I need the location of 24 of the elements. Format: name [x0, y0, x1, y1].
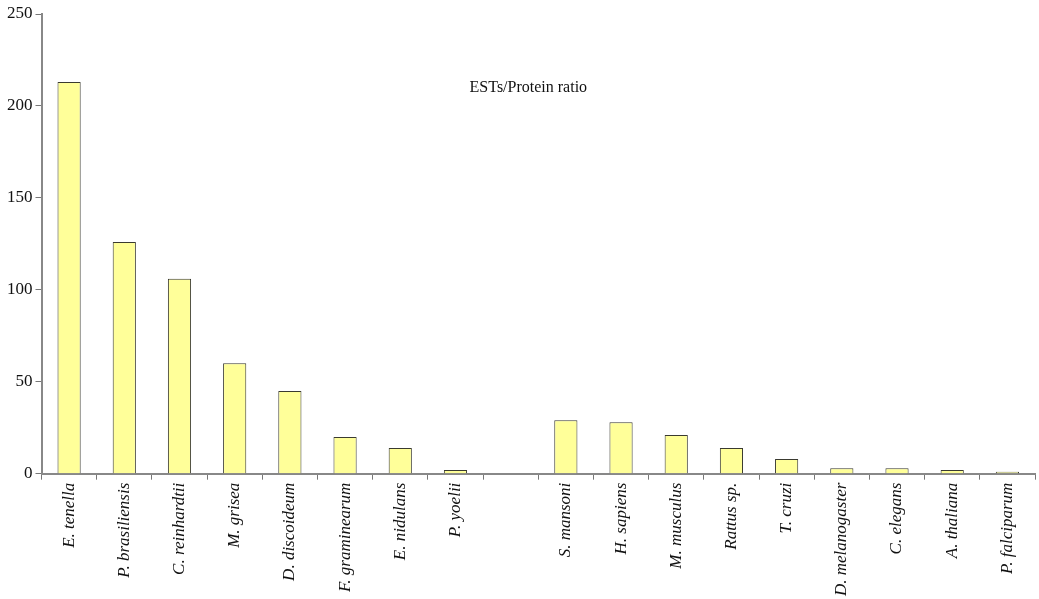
x-tick-label: S. mansoni [555, 482, 575, 558]
x-tick-label: F. graminearum [334, 482, 354, 593]
x-tick-label: C. elegans [886, 482, 906, 555]
x-tick-label: T. cruzi [776, 482, 796, 534]
y-tick-label: 50 [15, 371, 33, 391]
y-tick-label: 150 [7, 187, 33, 207]
annotation: ESTs/Protein ratio [469, 78, 588, 96]
y-tick-label: 100 [7, 279, 33, 299]
x-tick-label: A. thaliana [941, 482, 961, 560]
x-tick-label: M. musculus [665, 482, 685, 570]
x-tick-label: E. tenella [58, 482, 78, 549]
x-tick-label: M. grisea [224, 482, 244, 549]
x-tick-label: P. brasiliensis [113, 482, 133, 579]
y-tick-label: 200 [7, 95, 33, 115]
x-tick-label: Rattus sp. [720, 482, 740, 551]
x-tick-label: P. falciparum [996, 482, 1016, 575]
x-tick-label: H. sapiens [610, 482, 630, 556]
x-tick-label: C. reinhardtii [168, 482, 188, 575]
x-tick-label: P. yoelii [444, 482, 464, 539]
y-tick-label: 0 [24, 463, 33, 483]
y-tick-label: 250 [7, 3, 33, 23]
x-tick-label: D. melanogaster [831, 482, 851, 598]
x-tick-label: D. discoideum [279, 482, 299, 582]
x-tick-label: E. nidulans [389, 482, 409, 562]
